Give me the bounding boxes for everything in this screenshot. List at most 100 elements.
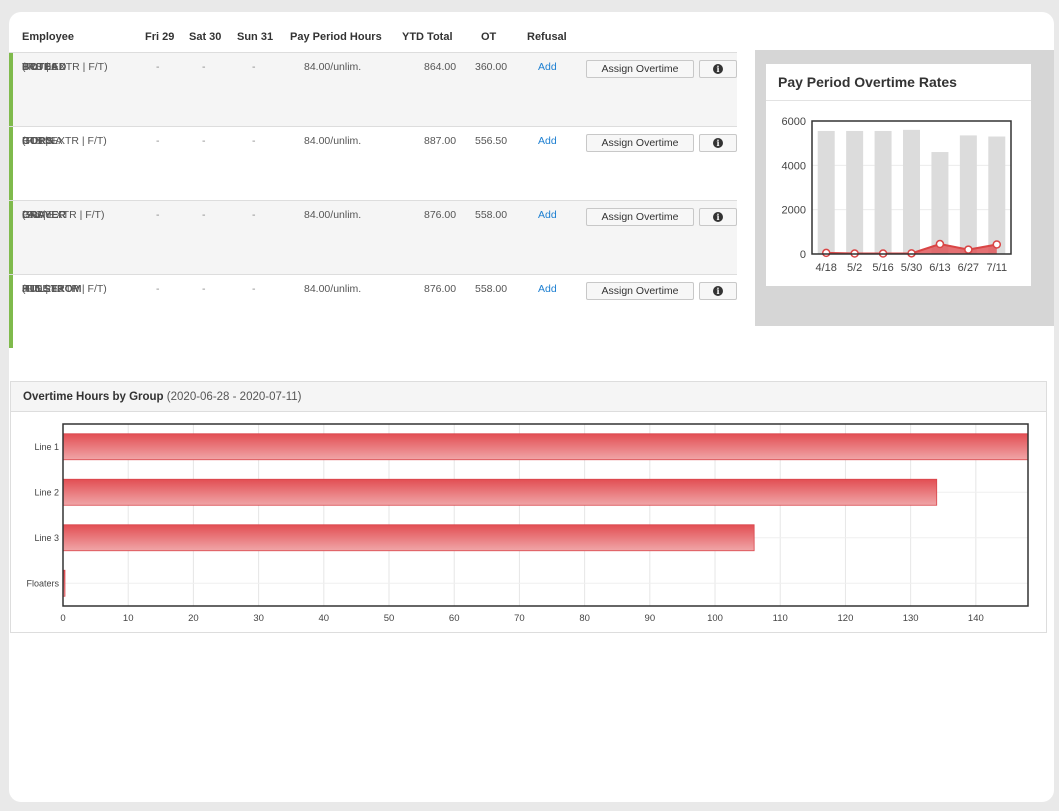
info-button[interactable]: i <box>699 208 737 226</box>
x-tick-label: 5/2 <box>847 262 862 274</box>
x-tick-label: 6/27 <box>958 262 979 274</box>
rate-bar <box>988 136 1006 254</box>
cell-sat: - <box>202 209 206 221</box>
rate-point <box>935 239 945 249</box>
cell-pay-period-hours: 84.00/unlim. <box>304 209 362 221</box>
header-sat: Sat 30 <box>189 31 222 43</box>
x-tick-label: 100 <box>707 613 723 624</box>
cell-ytd-total: 876.00 <box>424 209 457 221</box>
table-header: Employee Fri 29 Sat 30 Sun 31 Pay Period… <box>9 24 737 52</box>
y-tick-label: 0 <box>800 249 806 261</box>
info-circle-icon: i <box>713 212 723 222</box>
add-refusal-link[interactable]: Add <box>538 209 557 221</box>
employee-last-name[interactable]: HULSTROM <box>22 283 82 295</box>
x-tick-label: 20 <box>188 613 199 624</box>
x-tick-label: 130 <box>903 613 919 624</box>
rate-bar <box>874 130 892 254</box>
rate-bar <box>903 129 920 254</box>
assign-overtime-button[interactable]: Assign Overtime <box>586 208 694 226</box>
employee-tags: (SU | EXTR | F/T) <box>22 209 105 221</box>
y-tick-label: 4000 <box>782 160 806 172</box>
x-tick-label: 90 <box>645 613 656 624</box>
cell-sun: - <box>252 283 256 295</box>
employee-first-name[interactable]: TRUDA <box>22 61 59 73</box>
app-frame: Employee Fri 29 Sat 30 Sun 31 Pay Period… <box>9 12 1054 802</box>
cell-pay-period-hours: 84.00/unlim. <box>304 283 362 295</box>
cell-fri: - <box>156 61 160 73</box>
info-button[interactable]: i <box>699 282 737 300</box>
cell-ytd-total: 864.00 <box>424 61 457 73</box>
x-tick-label: 110 <box>773 613 788 624</box>
y-tick-label: 2000 <box>782 205 806 217</box>
rate-bar <box>931 152 949 254</box>
employee-points: PTS 288 <box>22 283 63 295</box>
rate-chart-title: Pay Period Overtime Rates <box>778 74 957 90</box>
status-bar <box>9 201 13 274</box>
employee-table: Employee Fri 29 Sat 30 Sun 31 Pay Period… <box>9 24 737 348</box>
assign-overtime-button[interactable]: Assign Overtime <box>586 60 694 78</box>
status-bar <box>9 53 13 126</box>
overtime-rate-card: Pay Period Overtime Rates 0 2000 4000 6000 4… <box>766 64 1031 286</box>
header-refusal: Refusal <box>527 31 567 43</box>
cell-sat: - <box>202 61 206 73</box>
cell-sun: - <box>252 61 256 73</box>
employee-points: PTS 0 <box>22 135 52 147</box>
cell-fri: - <box>156 209 160 221</box>
add-refusal-link[interactable]: Add <box>538 283 557 295</box>
x-tick-label: 60 <box>449 613 460 624</box>
overtime-group-panel: Overtime Hours by Group (2020-06-28 - 20… <box>10 381 1047 633</box>
rate-point <box>964 245 973 254</box>
employee-last-name[interactable]: GORS <box>22 135 53 147</box>
cell-pay-period-hours: 84.00/unlim. <box>304 135 362 147</box>
add-refusal-link[interactable]: Add <box>538 61 557 73</box>
x-tick-label: 140 <box>968 613 984 624</box>
employee-last-name[interactable]: GRAYER <box>22 209 66 221</box>
employee-tags: (FLT | EXTR | F/T) <box>22 61 108 73</box>
cell-fri: - <box>156 283 160 295</box>
cell-sun: - <box>252 135 256 147</box>
cell-pay-period-hours: 84.00/unlim. <box>304 61 362 73</box>
employee-first-name[interactable]: JUDE <box>22 283 50 295</box>
y-tick-label: 6000 <box>782 116 806 128</box>
rate-bar <box>817 130 835 254</box>
table-row: ROBINA GORS (FIN | EXTR | F/T) PTS 0 - - - 84.0… <box>9 126 737 200</box>
table-row: JUDE HULSTROM (FIN | EXTR | F/T) PTS 288 - - -… <box>9 274 737 348</box>
cell-ytd-total: 876.00 <box>424 283 457 295</box>
info-circle-icon: i <box>713 138 723 148</box>
x-tick-label: 6/13 <box>929 262 950 274</box>
cell-ot: 556.50 <box>475 135 508 147</box>
employee-last-name[interactable]: BOTEAD <box>22 61 67 73</box>
group-bar <box>62 478 938 506</box>
header-ytd-total: YTD Total <box>402 31 453 43</box>
rate-bar <box>846 130 864 254</box>
plot-border <box>811 120 1012 255</box>
header-fri: Fri 29 <box>145 31 175 43</box>
status-bar <box>9 127 13 200</box>
overtime-rate-chart: 0 2000 4000 6000 4/18 5/2 5/16 5/30 6/13 6/27 7/11 <box>782 116 1012 274</box>
overtime-rate-panel: Pay Period Overtime Rates 0 2000 4000 6000 4… <box>755 50 1054 326</box>
category-label: Line 3 <box>34 533 59 543</box>
add-refusal-link[interactable]: Add <box>538 135 557 147</box>
group-panel-header: Overtime Hours by Group (2020-06-28 - 20… <box>11 382 1046 412</box>
cell-sat: - <box>202 135 206 147</box>
info-button[interactable]: i <box>699 60 737 78</box>
x-tick-label: 10 <box>123 613 134 624</box>
employee-tags: (FIN | EXTR | F/T) <box>22 135 107 147</box>
x-tick-label: 120 <box>838 613 854 624</box>
assign-overtime-button[interactable]: Assign Overtime <box>586 134 694 152</box>
x-tick-label: 80 <box>579 613 590 624</box>
employee-first-name[interactable]: ROBINA <box>22 135 63 147</box>
assign-overtime-button[interactable]: Assign Overtime <box>586 282 694 300</box>
header-pay-period-hours: Pay Period Hours <box>290 31 382 43</box>
info-button[interactable]: i <box>699 134 737 152</box>
rate-point <box>821 248 831 258</box>
x-tick-label: 70 <box>514 613 525 624</box>
group-chart-title: Overtime Hours by Group (2020-06-28 - 20… <box>23 391 301 403</box>
cell-sun: - <box>252 209 256 221</box>
header-ot: OT <box>481 31 497 43</box>
employee-first-name[interactable]: LAW <box>22 209 45 221</box>
x-tick-label: 50 <box>384 613 395 624</box>
group-bar <box>62 433 1029 461</box>
x-tick-label: 30 <box>253 613 264 624</box>
table-row: TRUDA BOTEAD (FLT | EXTR | F/T) PTS 66 - - - 84… <box>9 52 737 126</box>
